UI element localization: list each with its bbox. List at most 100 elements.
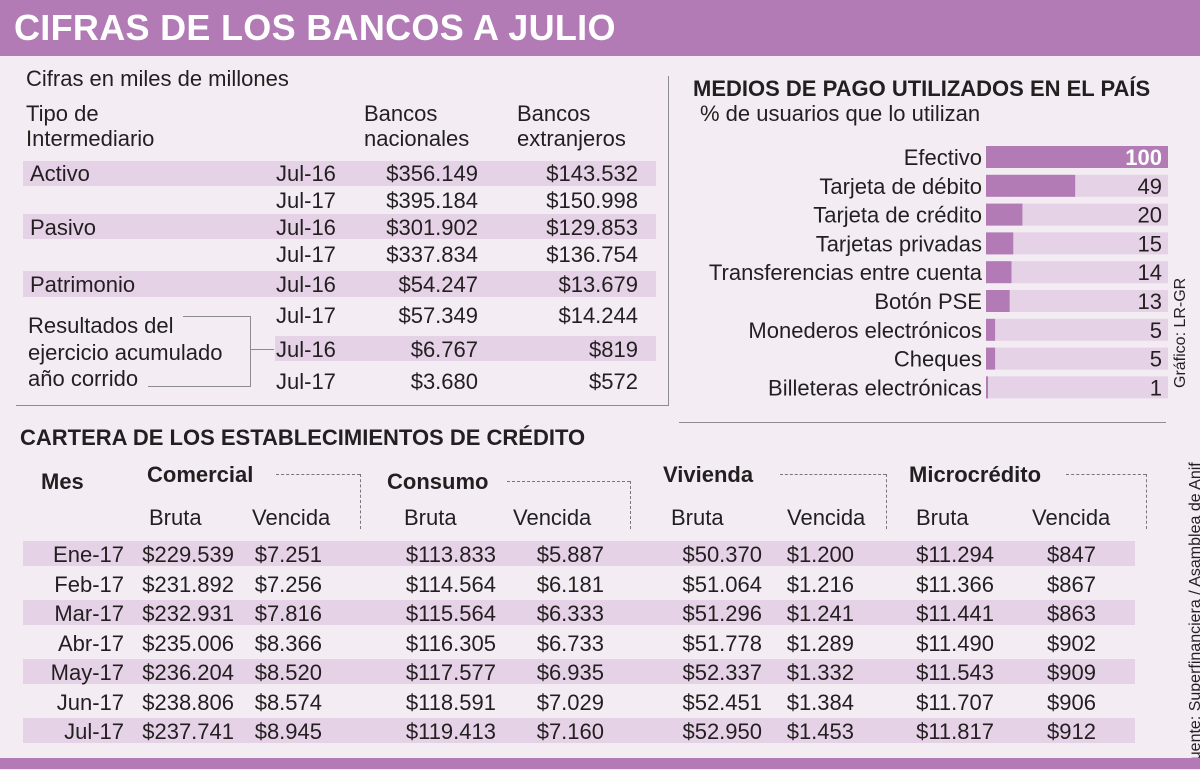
- group-dash: [1066, 474, 1146, 475]
- credit-value: $11.707: [916, 689, 994, 715]
- bar: [986, 318, 996, 341]
- bar: [986, 261, 1012, 284]
- credit-value: $237.741: [142, 719, 234, 744]
- category-label: Tarjeta de crédito: [813, 203, 982, 228]
- credit-value: $51.778: [682, 630, 762, 656]
- credit-value: $235.006: [142, 630, 234, 656]
- bracket-bottom: [148, 386, 251, 387]
- data-label: 5: [1150, 318, 1162, 343]
- col-vencida: Vencida: [1032, 505, 1111, 530]
- credit-value: $118.591: [405, 689, 496, 715]
- bank-period: Jul-16: [276, 337, 336, 362]
- row-band: [23, 161, 656, 186]
- credit-value: $847: [1047, 542, 1096, 567]
- month-label: Jul-17: [64, 719, 124, 744]
- bar-track: [986, 261, 1168, 284]
- credit-value: $1.200: [786, 542, 854, 567]
- bank-period: Jul-16: [276, 215, 336, 240]
- data-label: 5: [1150, 347, 1162, 372]
- credit-value: $1.216: [786, 571, 854, 597]
- bar-track: [986, 290, 1168, 312]
- credit-value: $7.256: [254, 571, 322, 597]
- page-title: CIFRAS DE LOS BANCOS A JULIO: [14, 7, 616, 48]
- bar-track: [986, 376, 1168, 399]
- credit-value: $11.490: [916, 630, 994, 656]
- bank-period: Jul-16: [276, 161, 336, 186]
- category-label: Billeteras electrónicas: [768, 375, 982, 400]
- credit-value: $909: [1047, 660, 1096, 685]
- col-vencida: Vencida: [787, 505, 866, 530]
- group-dash: [886, 474, 887, 529]
- credit-value: $11.817: [916, 719, 994, 744]
- group-resultados-1: Resultados del: [28, 313, 174, 338]
- category-label: Transferencias entre cuenta: [709, 260, 983, 285]
- credit-value: $8.520: [254, 660, 322, 685]
- col-bruta: Bruta: [671, 505, 724, 530]
- credit-value: $11.543: [916, 660, 994, 685]
- data-label: 14: [1138, 260, 1162, 285]
- col-bruta: Bruta: [404, 505, 457, 530]
- bank-nac-value: $301.902: [386, 215, 478, 240]
- bank-nac-value: $395.184: [386, 188, 478, 213]
- bank-ext-value: $13.679: [558, 272, 638, 297]
- credit-value: $8.574: [254, 689, 322, 715]
- bar: [986, 347, 996, 370]
- credit-value: $51.296: [682, 601, 762, 626]
- credit-value: $11.294: [916, 542, 994, 567]
- credit-value: $5.887: [536, 542, 604, 567]
- group-dash: [630, 481, 631, 529]
- group-consumo: Consumo: [387, 469, 489, 494]
- bank-nac-value: $356.149: [386, 161, 478, 186]
- group-resultados-2: ejercicio acumulado: [28, 340, 223, 365]
- credit-value: $115.564: [405, 601, 496, 626]
- category-label: Cheques: [894, 347, 982, 372]
- bottom-band: [0, 758, 1200, 769]
- credit-value: $6.733: [536, 630, 604, 656]
- bank-ext-value: $14.244: [558, 303, 638, 328]
- credit-value: $867: [1047, 571, 1096, 597]
- bank-ext-value: $819: [589, 337, 638, 362]
- row-band: [275, 336, 656, 361]
- credit-value: $238.806: [142, 689, 234, 715]
- category-label: Monederos electrónicos: [748, 318, 982, 343]
- col-nac-line2: nacionales: [364, 126, 470, 151]
- credit-value: $902: [1047, 630, 1096, 656]
- credit-value: $114.564: [405, 571, 496, 597]
- credit-value: $7.160: [536, 719, 604, 744]
- month-label: Abr-17: [57, 630, 124, 656]
- banks-right-rule: [668, 76, 669, 406]
- bank-ext-value: $136.754: [546, 242, 638, 267]
- month-label: Jun-17: [56, 689, 124, 715]
- banks-bottom-rule: [16, 405, 669, 406]
- row-band: [23, 271, 656, 297]
- month-label: Feb-17: [54, 571, 124, 597]
- credit-value: $1.384: [786, 689, 854, 715]
- bank-ext-value: $572: [589, 369, 638, 394]
- credit-value: $906: [1047, 689, 1096, 715]
- bank-nac-value: $54.247: [398, 272, 478, 297]
- group-pasivo: Pasivo: [30, 215, 97, 240]
- col-tipo-line2: Intermediario: [26, 126, 155, 151]
- group-vivienda: Vivienda: [663, 462, 754, 487]
- bank-nac-value: $6.767: [410, 337, 478, 362]
- group-dash: [1146, 474, 1147, 529]
- title-band: [0, 0, 1200, 56]
- data-label: 1: [1150, 375, 1162, 400]
- data-label: 49: [1138, 174, 1162, 199]
- credit-value: $52.337: [682, 660, 762, 685]
- group-comercial: Comercial: [147, 462, 254, 487]
- credit-value: $912: [1047, 719, 1096, 744]
- credit-value: $7.029: [536, 689, 604, 715]
- bank-nac-value: $3.680: [410, 369, 478, 394]
- bank-ext-value: $143.532: [546, 161, 638, 186]
- category-label: Tarjetas privadas: [816, 231, 982, 256]
- col-tipo-line1: Tipo de: [26, 101, 99, 126]
- credit-value: $7.816: [254, 601, 322, 626]
- chart-title: MEDIOS DE PAGO UTILIZADOS EN EL PAÍS: [693, 76, 1151, 101]
- bank-ext-value: $150.998: [546, 188, 638, 213]
- bank-period: Jul-17: [276, 369, 336, 394]
- bar-track: [986, 318, 1168, 341]
- chart-subtitle: % de usuarios que lo utilizan: [700, 101, 981, 126]
- bar: [986, 174, 1076, 197]
- col-mes: Mes: [41, 469, 84, 494]
